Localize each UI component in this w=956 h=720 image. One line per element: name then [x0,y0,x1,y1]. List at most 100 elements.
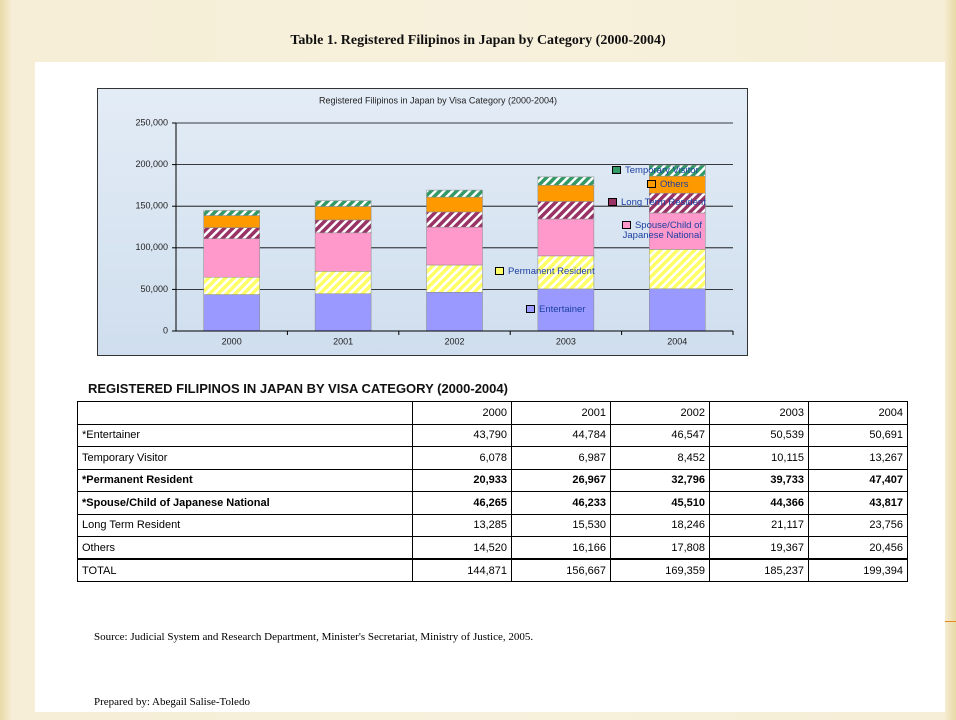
table-cell: 26,967 [511,468,611,492]
row-label: Temporary Visitor [77,446,413,470]
bar-segment [314,232,372,272]
chart-svg: Registered Filipinos in Japan by Visa Ca… [135,95,734,346]
prepared-by: Prepared by: Abegail Salise-Toledo [94,696,250,708]
table-row: *Spouse/Child of Japanese National 46,265… [77,491,908,515]
bar-segment [426,264,483,293]
table-cell: 169,359 [610,558,710,582]
table-cell: 16,166 [511,536,611,560]
table-cell: 6,078 [412,446,512,470]
header-cell [77,401,413,425]
row-label: TOTAL [77,558,413,582]
bar-segment [203,210,260,216]
y-tick-label: 50,000 [140,284,168,294]
table-row: *Entertainer 43,790 44,784 46,547 50,539 50,6… [77,423,908,447]
table-cell: 21,117 [709,513,809,537]
bar-segment [203,276,260,295]
table-cell: 46,265 [412,491,512,515]
header-cell: 2002 [610,401,710,425]
table-row: Temporary Visitor 6,078 6,987 8,452 10,115 13… [77,446,908,470]
table-row: *Permanent Resident 20,933 26,967 32,796 39,… [77,468,908,492]
header-cell: 2000 [412,401,512,425]
bar-segment [426,226,483,266]
table-cell: 46,547 [610,423,710,447]
legend-entry: Others [647,180,689,190]
y-tick-label: 100,000 [135,242,168,252]
bar-segment [649,249,706,290]
table-cell: 50,691 [808,423,908,447]
table-cell: 20,933 [412,468,512,492]
table-cell: 6,987 [511,446,611,470]
legend-swatch [608,198,617,207]
y-tick-label: 0 [163,325,168,335]
header-cell: 2003 [709,401,809,425]
table-cell: 39,733 [709,468,809,492]
legend-label: Spouse/Child of Japanese National [622,220,703,241]
row-label: *Permanent Resident [77,468,413,492]
bar-segment [649,164,706,177]
table-row: TOTAL 144,871 156,667 169,359 185,237 199,394 [77,558,908,582]
legend-label: Long Term Resident [621,197,706,208]
table-cell: 43,817 [808,491,908,515]
bar-segment [537,288,595,332]
legend-label: Permanent Resident [508,266,595,277]
bar-segment [314,200,372,207]
table-cell: 14,520 [412,536,512,560]
legend-label: Entertainer [539,304,586,315]
table-cell: 46,233 [511,491,611,515]
table-cell: 44,366 [709,491,809,515]
source-note: Source: Judicial System and Research Dep… [94,631,534,643]
table-row: Others 14,520 16,166 17,808 19,367 20,456 [77,536,908,560]
bar-segment [426,211,483,228]
table-cell: 144,871 [412,558,512,582]
x-tick-label: 2001 [333,336,353,346]
x-tick-label: 2004 [667,336,687,346]
y-tick-label: 200,000 [135,159,168,169]
row-label: Others [77,536,413,560]
legend-label: Others [660,179,689,190]
table-cell: 23,756 [808,513,908,537]
bar-segment [537,255,595,290]
bar-segment [537,185,595,202]
bar-segment [537,218,595,257]
table-cell: 45,510 [610,491,710,515]
legend-entry: Permanent Resident [495,267,595,277]
data-table: 2000 2001 2002 2003 2004 *Entertainer 43,790 44… [77,401,908,582]
bar-segment [314,219,372,234]
bar-segment [314,271,372,294]
table-cell: 18,246 [610,513,710,537]
bar-segment [203,227,260,239]
table-title: REGISTERED FILIPINOS IN JAPAN BY VISA CA… [88,381,508,396]
table-cell: 10,115 [709,446,809,470]
bar-segment [426,292,483,332]
legend-entry: Long Term Resident [608,198,706,208]
legend-swatch [612,166,621,175]
bar-segment [426,196,483,213]
y-tick-label: 250,000 [135,117,168,127]
legend-entry: Entertainer [526,305,585,315]
legend-swatch [526,305,535,314]
legend-entry: Spouse/Child of Japanese National [612,221,712,241]
table-cell: 47,407 [808,468,908,492]
bar-segment [537,201,595,220]
table-cell: 20,456 [808,536,908,560]
bar-segment [649,288,706,332]
x-tick-label: 2002 [444,336,464,346]
y-tick-label: 150,000 [135,201,168,211]
table-cell: 185,237 [709,558,809,582]
table-row: Long Term Resident 13,285 15,530 18,246 21,1… [77,513,908,537]
table-cell: 199,394 [808,558,908,582]
table-cell: 13,267 [808,446,908,470]
legend-entry: Temporary Visitor [612,166,699,176]
table-cell: 8,452 [610,446,710,470]
x-tick-label: 2003 [556,336,576,346]
table-cell: 156,667 [511,558,611,582]
table-cell: 50,539 [709,423,809,447]
bar-segment [314,206,372,221]
row-label: *Spouse/Child of Japanese National [77,491,413,515]
legend-swatch [495,267,504,276]
slide-title: Table 1. Registered Filipinos in Japan b… [290,33,666,48]
chart-title: Registered Filipinos in Japan by Visa Ca… [319,95,557,105]
x-tick-label: 2000 [222,336,242,346]
bar-segment [537,176,595,186]
